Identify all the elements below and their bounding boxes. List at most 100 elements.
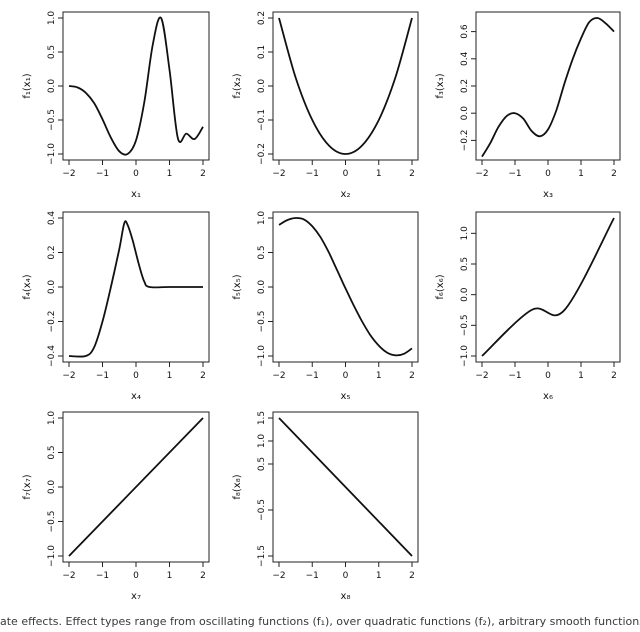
x-tick-label: 1 bbox=[578, 169, 584, 179]
y-tick-label: −0.1 bbox=[257, 109, 267, 131]
x-tick-label: −1 bbox=[508, 169, 521, 179]
y-axis-label: f₂(x₂) bbox=[232, 73, 243, 98]
x-tick-label: −2 bbox=[272, 169, 285, 179]
y-tick-label: 1.0 bbox=[257, 434, 267, 449]
y-tick-label: 0.2 bbox=[257, 11, 267, 25]
y-tick-label: 1.0 bbox=[47, 411, 57, 426]
y-axis-label: f₅(x₅) bbox=[232, 274, 243, 299]
y-tick-label: 0.0 bbox=[257, 79, 267, 94]
x-tick-label: 1 bbox=[167, 571, 173, 581]
y-tick-label: −0.2 bbox=[460, 129, 470, 151]
x-axis-label: x₇ bbox=[131, 591, 141, 602]
x-tick-label: 0 bbox=[545, 371, 551, 381]
x-tick-label: 0 bbox=[343, 371, 349, 381]
x-tick-label: 2 bbox=[409, 571, 415, 581]
x-tick-label: −1 bbox=[306, 169, 319, 179]
y-tick-label: 0.1 bbox=[257, 45, 267, 59]
x-tick-label: 0 bbox=[133, 371, 139, 381]
y-tick-label: −1.5 bbox=[257, 545, 267, 567]
plot-frame bbox=[272, 11, 419, 161]
y-tick-label: −0.4 bbox=[47, 345, 57, 367]
x-tick-label: −2 bbox=[272, 571, 285, 581]
y-tick-label: 0.0 bbox=[47, 280, 57, 295]
chart-panel-1: −2 −1 0 1 2 −1.0 −0.5 0.0 0.5 1.0 x₁ f₁(x₁) bbox=[22, 11, 210, 200]
x-tick-label: 1 bbox=[376, 571, 382, 581]
x-tick-label: 2 bbox=[200, 371, 206, 381]
y-tick-label: −0.5 bbox=[47, 109, 57, 131]
y-tick-label: 0.4 bbox=[460, 51, 470, 66]
y-tick-label: 0.5 bbox=[460, 257, 470, 271]
y-tick-label: 0.0 bbox=[460, 287, 470, 302]
y-tick-label: −0.5 bbox=[47, 511, 57, 533]
x-axis-label: x₆ bbox=[543, 391, 553, 402]
x-tick-label: −2 bbox=[62, 571, 75, 581]
y-tick-label: −0.2 bbox=[47, 311, 57, 333]
x-axis-label: x₃ bbox=[543, 189, 553, 200]
chart-panel-5: −2 −1 0 1 2 −1.0 −0.5 0.0 0.5 1.0 x₅ f₅(x₅) bbox=[232, 211, 419, 402]
y-axis-label: f₈(x₈) bbox=[232, 474, 243, 499]
effect-curve bbox=[278, 417, 413, 557]
x-tick-label: 2 bbox=[409, 169, 415, 179]
effect-curve bbox=[278, 17, 413, 155]
y-tick-label: −1.0 bbox=[460, 345, 470, 367]
chart-panel-6: −2 −1 0 1 2 −1.0 −0.5 0.0 0.5 1.0 x₆ f₆(x₆) bbox=[435, 211, 621, 402]
x-axis-label: x₄ bbox=[131, 391, 141, 402]
plot-frame bbox=[475, 11, 621, 161]
y-tick-label: 0.5 bbox=[47, 45, 57, 59]
y-tick-label: −0.5 bbox=[460, 314, 470, 336]
x-tick-label: 0 bbox=[545, 169, 551, 179]
x-tick-label: −1 bbox=[96, 371, 109, 381]
x-tick-label: 1 bbox=[578, 371, 584, 381]
x-tick-label: 2 bbox=[200, 169, 206, 179]
y-tick-label: 0.0 bbox=[47, 79, 57, 94]
y-tick-label: 1.0 bbox=[47, 11, 57, 26]
y-axis-label: f₄(x₄) bbox=[22, 274, 33, 299]
y-tick-label: 0.5 bbox=[47, 445, 57, 459]
x-tick-label: 2 bbox=[611, 371, 617, 381]
y-axis-label: f₇(x₇) bbox=[22, 474, 33, 499]
y-tick-label: −0.5 bbox=[257, 311, 267, 333]
x-tick-label: −1 bbox=[306, 371, 319, 381]
x-axis-label: x₂ bbox=[341, 189, 351, 200]
figure-caption: ate effects. Effect types range from osc… bbox=[0, 615, 640, 628]
chart-panel-8: −2 −1 0 1 2 −1.5 −0.5 0.5 1.0 1.5 x₈ f₈(x₈) bbox=[232, 411, 419, 602]
y-tick-label: 1.0 bbox=[460, 226, 470, 241]
chart-panel-7: −2 −1 0 1 2 −1.0 −0.5 0.0 0.5 1.0 x₇ f₇(x₇) bbox=[22, 411, 210, 602]
y-tick-label: 0.2 bbox=[47, 245, 57, 259]
y-tick-label: 0.4 bbox=[47, 211, 57, 226]
y-tick-label: −1.0 bbox=[47, 545, 57, 567]
x-tick-label: 2 bbox=[611, 169, 617, 179]
x-axis-label: x₅ bbox=[341, 391, 351, 402]
x-tick-label: −1 bbox=[96, 571, 109, 581]
effect-curve bbox=[481, 17, 615, 158]
x-tick-label: 1 bbox=[167, 169, 173, 179]
effect-curve bbox=[68, 417, 204, 557]
y-axis-label: f₁(x₁) bbox=[22, 73, 33, 98]
x-tick-label: −2 bbox=[62, 371, 75, 381]
x-tick-label: 0 bbox=[343, 571, 349, 581]
y-tick-label: −0.5 bbox=[257, 499, 267, 521]
x-tick-label: 0 bbox=[133, 571, 139, 581]
x-tick-label: −2 bbox=[62, 169, 75, 179]
chart-panel-2: −2 −1 0 1 2 −0.2 −0.1 0.0 0.1 0.2 x₂ f₂(x₂) bbox=[232, 11, 419, 200]
y-axis-label: f₆(x₆) bbox=[435, 274, 446, 299]
effect-curve bbox=[278, 217, 413, 357]
y-tick-label: 0.6 bbox=[460, 24, 470, 39]
x-tick-label: 0 bbox=[133, 169, 139, 179]
x-tick-label: 2 bbox=[409, 371, 415, 381]
y-tick-label: −1.0 bbox=[47, 143, 57, 165]
effect-curve bbox=[68, 220, 203, 358]
x-tick-label: −1 bbox=[508, 371, 521, 381]
y-tick-label: 0.2 bbox=[460, 79, 470, 93]
y-axis-label: f₃(x₃) bbox=[435, 73, 446, 98]
y-tick-label: 0.0 bbox=[47, 480, 57, 495]
effect-curve bbox=[481, 217, 615, 357]
x-tick-label: −2 bbox=[272, 371, 285, 381]
chart-panel-3: −2 −1 0 1 2 −0.2 0.0 0.2 0.4 0.6 x₃ f₃(x₃) bbox=[435, 11, 621, 200]
x-axis-label: x₈ bbox=[341, 591, 351, 602]
y-tick-label: 1.5 bbox=[257, 411, 267, 425]
x-tick-label: 1 bbox=[167, 371, 173, 381]
x-tick-label: 2 bbox=[200, 571, 206, 581]
chart-panel-4: −2 −1 0 1 2 −0.4 −0.2 0.0 0.2 0.4 x₄ f₄(x₄) bbox=[22, 211, 210, 402]
